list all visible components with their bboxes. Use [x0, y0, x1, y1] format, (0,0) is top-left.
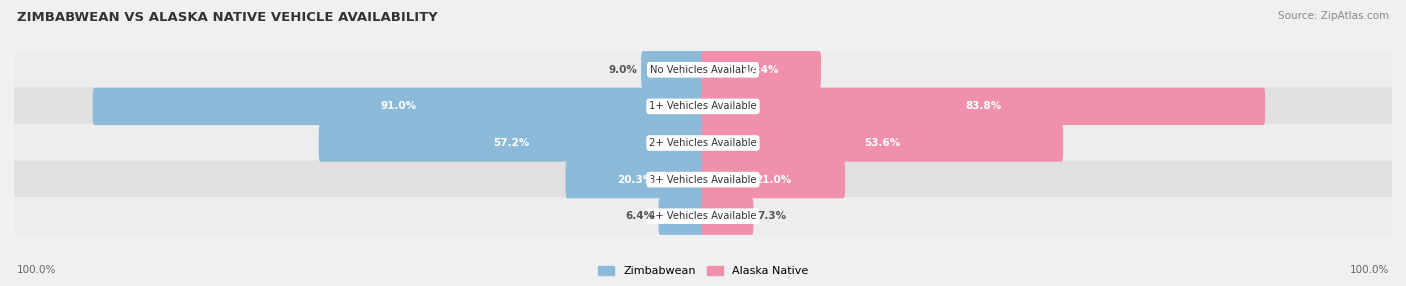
- Text: 21.0%: 21.0%: [755, 175, 792, 184]
- FancyBboxPatch shape: [14, 87, 1392, 126]
- Text: 91.0%: 91.0%: [381, 102, 416, 111]
- Text: ZIMBABWEAN VS ALASKA NATIVE VEHICLE AVAILABILITY: ZIMBABWEAN VS ALASKA NATIVE VEHICLE AVAI…: [17, 11, 437, 24]
- FancyBboxPatch shape: [93, 88, 704, 125]
- Text: 53.6%: 53.6%: [865, 138, 900, 148]
- Text: 3+ Vehicles Available: 3+ Vehicles Available: [650, 175, 756, 184]
- Text: No Vehicles Available: No Vehicles Available: [650, 65, 756, 75]
- FancyBboxPatch shape: [702, 161, 845, 198]
- FancyBboxPatch shape: [14, 160, 1392, 199]
- FancyBboxPatch shape: [14, 124, 1392, 162]
- Text: 57.2%: 57.2%: [494, 138, 530, 148]
- Text: 7.3%: 7.3%: [758, 211, 786, 221]
- FancyBboxPatch shape: [319, 124, 704, 162]
- Text: 20.3%: 20.3%: [617, 175, 654, 184]
- Text: 83.8%: 83.8%: [965, 102, 1001, 111]
- Text: Source: ZipAtlas.com: Source: ZipAtlas.com: [1278, 11, 1389, 21]
- FancyBboxPatch shape: [14, 197, 1392, 235]
- FancyBboxPatch shape: [658, 198, 704, 235]
- Legend: Zimbabwean, Alaska Native: Zimbabwean, Alaska Native: [593, 261, 813, 281]
- Text: 9.0%: 9.0%: [609, 65, 637, 75]
- FancyBboxPatch shape: [702, 124, 1063, 162]
- FancyBboxPatch shape: [702, 198, 754, 235]
- Text: 6.4%: 6.4%: [626, 211, 655, 221]
- Text: 1+ Vehicles Available: 1+ Vehicles Available: [650, 102, 756, 111]
- Text: 17.4%: 17.4%: [742, 65, 779, 75]
- Text: 2+ Vehicles Available: 2+ Vehicles Available: [650, 138, 756, 148]
- FancyBboxPatch shape: [565, 161, 704, 198]
- Text: 4+ Vehicles Available: 4+ Vehicles Available: [650, 211, 756, 221]
- Text: 100.0%: 100.0%: [1350, 265, 1389, 275]
- FancyBboxPatch shape: [14, 51, 1392, 89]
- FancyBboxPatch shape: [641, 51, 704, 88]
- FancyBboxPatch shape: [702, 51, 821, 88]
- Text: 100.0%: 100.0%: [17, 265, 56, 275]
- FancyBboxPatch shape: [702, 88, 1265, 125]
